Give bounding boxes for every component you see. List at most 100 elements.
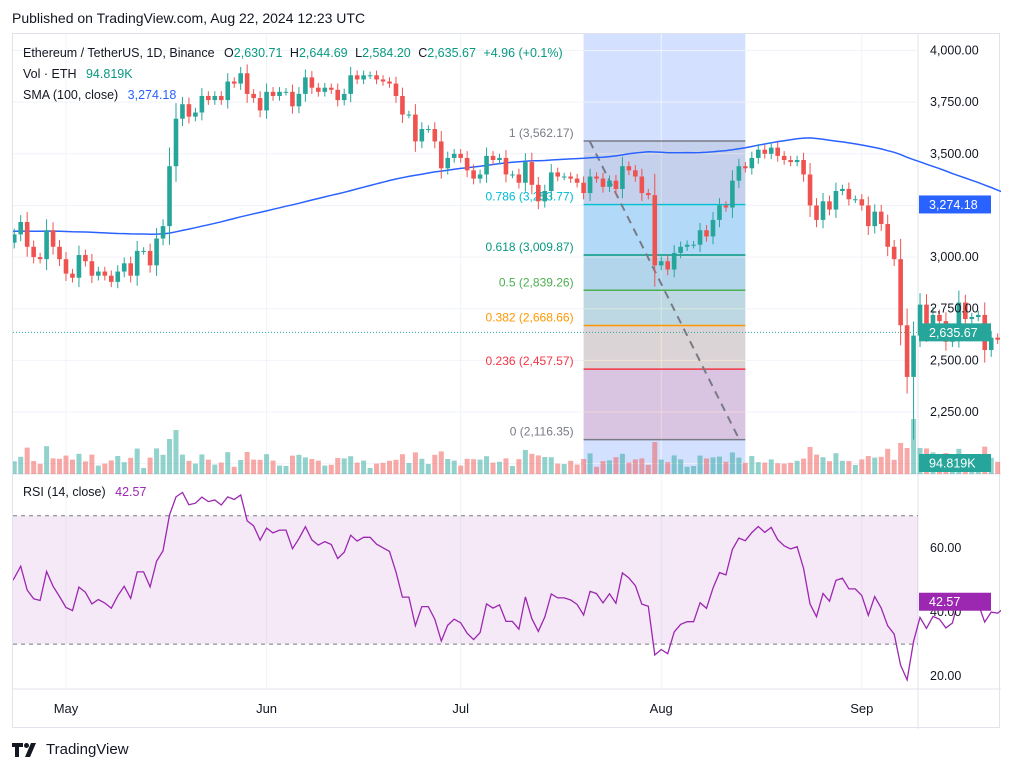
candle-body: [361, 75, 366, 80]
high-label: H: [289, 46, 299, 60]
volume-bar: [95, 465, 101, 474]
candle-body: [477, 174, 483, 179]
price-badge-bg: [919, 323, 991, 342]
volume-bar: [24, 447, 30, 474]
candle-body: [147, 250, 153, 266]
volume-bar: [762, 462, 768, 474]
published-label: Published on TradingView.com, Aug 22, 20…: [12, 10, 366, 26]
rsi-tick-label: 20.00: [930, 669, 961, 683]
volume-value: 94.819K: [85, 67, 133, 81]
volume-bar: [606, 460, 612, 474]
candle-body: [432, 129, 438, 142]
volume-bar: [341, 458, 347, 474]
date-tick-label: Aug: [650, 701, 673, 716]
volume-bar: [600, 461, 606, 474]
price-tick-label: 2,750.00: [930, 302, 979, 316]
volume-bar: [147, 457, 153, 474]
volume-bar: [141, 468, 147, 474]
volume-bar: [626, 462, 632, 474]
tradingview-logo-icon: [12, 742, 36, 757]
sma-value: 3,274.18: [127, 88, 177, 102]
date-tick-label: Sep: [850, 701, 873, 716]
candle-body: [115, 271, 121, 282]
volume-bar: [102, 463, 108, 474]
volume-bar: [296, 454, 302, 474]
volume-bar: [13, 461, 17, 474]
candle-body: [975, 314, 981, 318]
candle-body: [574, 178, 580, 183]
candle-body: [37, 257, 43, 260]
candle-body: [730, 180, 735, 208]
candle-body: [400, 95, 405, 115]
candle-body: [451, 153, 457, 158]
tradingview-logo[interactable]: TradingView: [12, 741, 129, 758]
volume-bar: [846, 461, 852, 474]
volume-bar: [716, 456, 722, 474]
volume-bar: [833, 453, 839, 474]
price-badge-text: 2,635.67: [929, 326, 978, 340]
chart-frame[interactable]: 1 (3,562.17) 0.786 (3,253.77) 0.618 (3,009…: [12, 33, 1001, 729]
symbol-name[interactable]: Ethereum / TetherUS, 1D, Binance: [23, 46, 215, 60]
sma-badge-bg: [919, 195, 991, 214]
candle-body: [723, 205, 729, 208]
volume-bar: [173, 430, 179, 474]
candle-body: [827, 201, 832, 210]
volume-bar: [309, 459, 315, 474]
volume-bar: [729, 452, 735, 474]
candle-body: [995, 337, 1000, 340]
candle-body: [536, 184, 541, 202]
rsi-label[interactable]: RSI (14, close): [23, 485, 106, 499]
volume-bar: [898, 443, 904, 474]
volume-bar: [749, 456, 755, 474]
volume-bar: [995, 461, 1001, 474]
fib-level-label: 0.236 (2,457.57): [486, 354, 574, 368]
tradingview-brand: TradingView: [46, 741, 129, 758]
candle-body: [173, 118, 179, 167]
candle-body: [768, 147, 774, 154]
volume-bar: [704, 458, 710, 474]
volume-bar: [568, 460, 574, 474]
candle-body: [154, 238, 159, 266]
candle-body: [244, 73, 250, 94]
candle-body: [270, 91, 276, 96]
volume-bar: [678, 459, 684, 474]
candle-body: [438, 141, 444, 169]
candle-body: [218, 95, 224, 101]
volume-bar: [477, 459, 483, 474]
volume-bar: [205, 459, 211, 474]
sma-legend: SMA (100, close) 3,274.18: [23, 88, 176, 102]
candle-body: [212, 95, 218, 101]
chart-canvas[interactable]: 1 (3,562.17) 0.786 (3,253.77) 0.618 (3,009…: [13, 34, 1001, 729]
candle-body: [316, 87, 321, 92]
volume-bar: [335, 458, 341, 474]
volume-bar: [289, 455, 295, 474]
volume-bar: [522, 450, 528, 474]
sma-label[interactable]: SMA (100, close): [23, 88, 119, 102]
volume-bar: [257, 459, 263, 474]
volume-bar: [632, 459, 638, 474]
candle-body: [290, 91, 295, 107]
volume-bar: [89, 454, 95, 474]
candle-body: [426, 129, 431, 131]
candle-body: [471, 170, 476, 179]
candle-body: [840, 188, 845, 191]
price-tick-label: 3,500.00: [930, 147, 979, 161]
volume-bar: [37, 463, 43, 474]
candle-body: [413, 114, 418, 142]
candle-body: [57, 246, 62, 260]
date-range-highlight: [583, 34, 746, 474]
volume-bar: [50, 458, 56, 474]
close-label: C: [418, 46, 428, 60]
volume-label[interactable]: Vol · ETH: [23, 67, 77, 81]
sma-line-path: [13, 137, 1001, 235]
candle-body: [917, 304, 923, 336]
fib-level-label: 1 (3,562.17): [509, 126, 574, 140]
volume-bar: [723, 461, 729, 474]
candle-body: [231, 81, 237, 84]
sma-badge: 3,274.18: [919, 195, 991, 214]
candle-body: [167, 166, 172, 227]
close-value: 2,635.67: [427, 46, 476, 60]
volume-bar: [154, 448, 160, 474]
candle-body: [516, 174, 522, 183]
candle-body: [374, 75, 379, 80]
